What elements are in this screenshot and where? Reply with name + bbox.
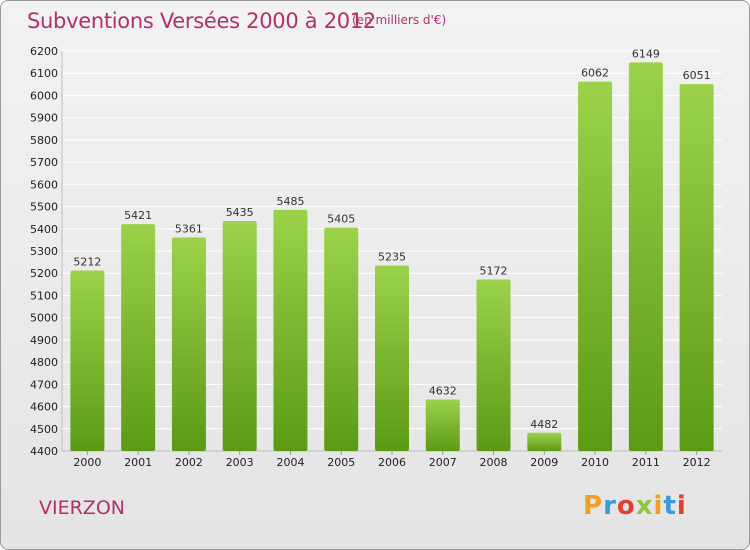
y-tick-label: 5300 — [30, 245, 58, 258]
data-label: 4632 — [429, 384, 457, 397]
x-tick-label: 2012 — [683, 456, 711, 469]
x-tick-label: 2005 — [327, 456, 355, 469]
data-label: 5361 — [175, 222, 203, 235]
bar — [171, 237, 206, 451]
axes: 4400 4500 4600 4700 4800 4900 5000 5100 5200 5300… — [30, 45, 722, 469]
y-tick-label: 5100 — [30, 289, 58, 302]
x-tick-label: 2000 — [73, 456, 101, 469]
data-labels: 5212 5421 5361 5435 5485 5405 5235 4632 5172 4482… — [73, 47, 710, 430]
logo-letter: r — [603, 491, 617, 521]
proxiti-logo: Proxiti — [583, 491, 687, 521]
bar — [425, 399, 460, 451]
y-tick-label: 5900 — [30, 112, 58, 125]
bar — [527, 432, 562, 451]
y-tick-label: 4400 — [30, 445, 58, 458]
x-tick-label: 2003 — [226, 456, 254, 469]
x-tick-label: 2004 — [276, 456, 304, 469]
bar — [324, 227, 359, 451]
y-tick-label: 6200 — [30, 45, 58, 58]
y-tick-label: 5200 — [30, 267, 58, 280]
y-tick-label: 5700 — [30, 156, 58, 169]
y-tick-label: 4700 — [30, 378, 58, 391]
y-tick-label: 4500 — [30, 423, 58, 436]
logo-letter: i — [653, 491, 664, 521]
y-tick-label: 6000 — [30, 89, 58, 102]
data-label: 5212 — [73, 256, 101, 269]
data-label: 5485 — [276, 195, 304, 208]
bar — [375, 265, 409, 451]
data-label: 6149 — [632, 47, 660, 60]
x-tick-label: 2008 — [480, 456, 508, 469]
bar — [679, 84, 714, 451]
y-tick-label: 4600 — [30, 401, 58, 414]
bar — [628, 62, 663, 451]
x-tick-label: 2010 — [581, 456, 609, 469]
data-label: 5421 — [124, 209, 152, 222]
chart-title: Subventions Versées 2000 à 2012 — [27, 9, 376, 33]
bar — [121, 224, 156, 451]
bar — [578, 81, 613, 452]
data-label: 5435 — [226, 206, 254, 219]
logo-letter: x — [635, 491, 654, 521]
logo-letter: P — [583, 491, 604, 521]
x-tick-label: 2006 — [378, 456, 406, 469]
logo-letter: i — [676, 491, 687, 521]
x-tick-label: 2002 — [175, 456, 203, 469]
bar — [476, 279, 511, 451]
data-label: 5172 — [480, 264, 508, 277]
x-tick-label: 2007 — [429, 456, 457, 469]
y-tick-label: 5500 — [30, 201, 58, 214]
x-tick-label: 2009 — [530, 456, 558, 469]
data-label: 5405 — [327, 213, 355, 226]
data-label: 6051 — [683, 69, 711, 82]
logo-letter: t — [663, 491, 677, 521]
x-tick-label: 2011 — [632, 456, 660, 469]
data-label: 4482 — [530, 418, 558, 431]
y-tick-label: 5800 — [30, 134, 58, 147]
y-tick-label: 4900 — [30, 334, 58, 347]
y-tick-label: 5400 — [30, 223, 58, 236]
x-tick-label: 2001 — [124, 456, 152, 469]
bar — [273, 209, 308, 451]
bar — [222, 221, 257, 451]
y-tick-label: 5600 — [30, 178, 58, 191]
commune-name: VIERZON — [39, 497, 125, 519]
bars — [70, 62, 714, 452]
bar — [70, 270, 105, 451]
y-tick-label: 6100 — [30, 67, 58, 80]
data-label: 5235 — [378, 250, 406, 263]
chart-subtitle: (en milliers d'€) — [352, 13, 447, 27]
data-label: 6062 — [581, 67, 609, 80]
y-tick-label: 5000 — [30, 312, 58, 325]
logo-letter: o — [616, 491, 636, 521]
y-tick-label: 4800 — [30, 356, 58, 369]
